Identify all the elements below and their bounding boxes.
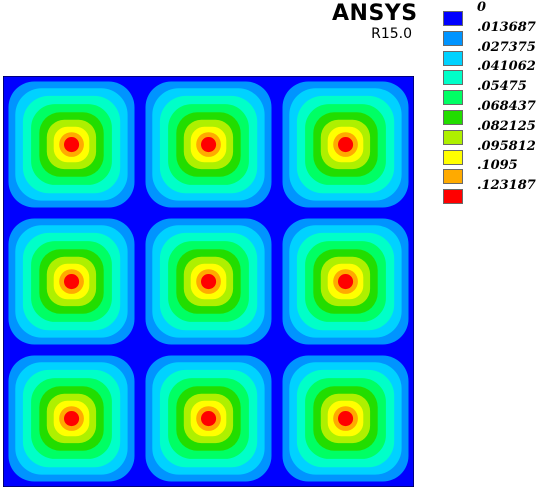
legend-swatch [443,50,463,66]
contour-plot [3,76,414,487]
legend-swatch [443,90,463,106]
legend-entry: .068437 [443,98,538,125]
contour-band [64,411,80,427]
legend-entry: .095812 [443,138,538,165]
contour-peak [8,355,135,482]
legend-entry: .041062 [443,59,538,86]
contour-peak [282,355,409,482]
legend-swatch [443,149,463,165]
legend-swatch [443,11,463,26]
legend-swatch [443,70,463,86]
contour-band [201,137,217,153]
legend-entry: 0 [443,0,538,26]
contour-legend: 0 .013687 .027375 .041062 .05475 .068437… [443,0,538,205]
legend-swatch [443,169,463,185]
contour-peak [145,218,272,345]
legend-label: .068437 [477,98,536,114]
contour-band [201,274,217,290]
legend-swatch [443,189,463,205]
contour-band [201,411,217,427]
release-label: R15.0 [371,26,412,42]
legend-label: .05475 [477,79,527,95]
legend-label: 0 [477,0,487,15]
contour-band [338,411,354,427]
contour-band [338,137,354,153]
ansys-logo: ANSYS R15.0 [332,1,418,43]
contour-plot-area[interactable] [3,76,414,487]
legend-label: .123187 [477,178,536,194]
legend-entry: .082125 [443,118,538,145]
contour-peak [282,81,409,208]
legend-label: .027375 [477,39,536,55]
legend-entry: .123187 [443,178,538,205]
legend-label: .1095 [477,158,518,174]
contour-peak [145,81,272,208]
legend-entry: .013687 [443,19,538,46]
legend-swatch [443,30,463,46]
legend-entry: .027375 [443,39,538,66]
contour-peak [8,218,135,345]
legend-entry: .1095 [443,158,538,185]
contour-band [338,274,354,290]
legend-label: .095812 [477,138,536,154]
contour-peak [8,81,135,208]
product-name: ANSYS [332,1,418,26]
legend-label: .041062 [477,59,536,75]
legend-swatch [443,129,463,145]
legend-label: .082125 [477,118,536,134]
contour-peak [282,218,409,345]
legend-swatch [443,109,463,125]
legend-label: .013687 [477,19,536,35]
contour-peak [145,355,272,482]
contour-band [64,274,80,290]
legend-entry: .05475 [443,79,538,106]
contour-band [64,137,80,153]
